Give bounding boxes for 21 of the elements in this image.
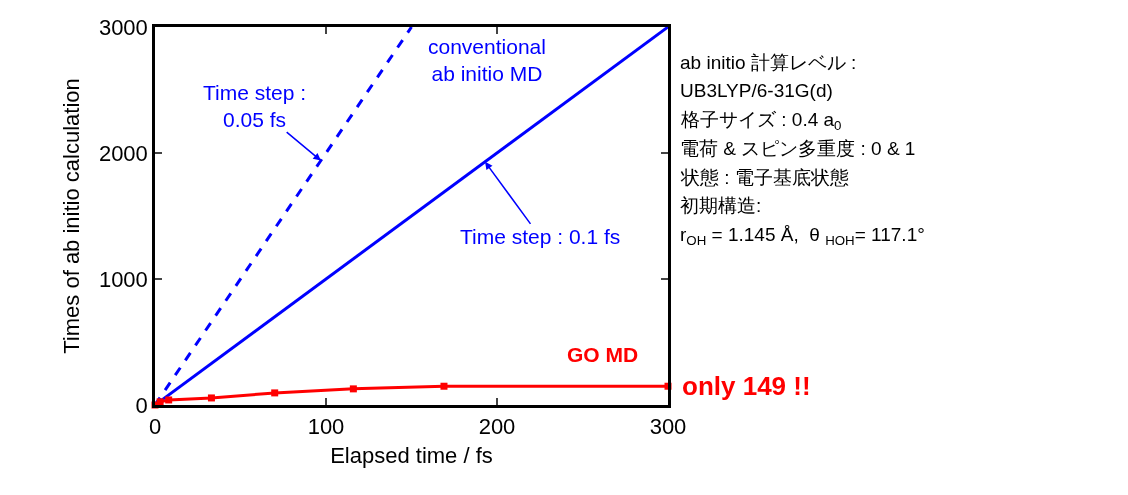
text: 状態 : 電子基底状態	[680, 167, 849, 188]
y-tick-label: 1000	[98, 266, 148, 292]
text: UB3LYP/6-31G(d)	[680, 80, 833, 101]
annotation: conventional ab initio MD	[428, 35, 546, 86]
annotation: Time step : 0.05 fs	[203, 81, 307, 132]
y-axis-title: Times of ab initio calculation	[58, 78, 84, 354]
text: 初期構造:	[680, 195, 762, 216]
annotation: only 149 !!	[682, 371, 811, 401]
annotation: Time step : 0.1 fs	[460, 225, 621, 248]
x-axis-title: Elapsed time / fs	[330, 443, 493, 469]
text: r$_{OH}$ = 1.145 Å, θ $_{HOH}$= 117.1°	[680, 224, 925, 248]
y-tick-label: 0	[135, 392, 148, 418]
x-tick-label: 200	[478, 414, 516, 440]
text: ab initio 計算レベル :	[680, 52, 857, 73]
x-tick-label: 100	[307, 414, 345, 440]
y-tick-label: 3000	[98, 14, 148, 40]
text: 電荷 & スピン多重度 : 0 & 1	[680, 138, 916, 159]
annotation: GO MD	[567, 343, 639, 366]
y-tick-label: 2000	[98, 140, 148, 166]
text: 格子サイズ : 0.4 a$_{0}$	[680, 109, 842, 133]
x-tick-label: 300	[649, 414, 687, 440]
